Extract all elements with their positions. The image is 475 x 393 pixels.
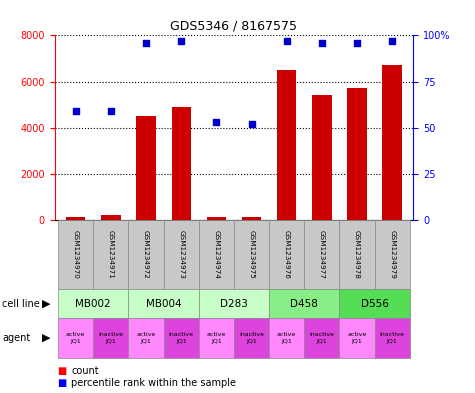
Bar [171,107,191,220]
Text: agent: agent [2,333,30,343]
Bar [304,318,340,358]
Point [212,119,220,125]
Bar [242,217,261,220]
Point [107,108,114,114]
Bar [199,318,234,358]
Bar [128,289,199,318]
Text: ■: ■ [57,365,66,376]
Text: D556: D556 [361,299,389,309]
Bar [207,217,226,220]
Text: count: count [71,365,99,376]
Text: GSM1234976: GSM1234976 [284,230,290,279]
Text: D458: D458 [290,299,318,309]
Bar [128,220,163,289]
Text: ▶: ▶ [42,333,51,343]
Title: GDS5346 / 8167575: GDS5346 / 8167575 [171,20,297,33]
Bar [163,220,199,289]
Text: inactive
JQ1: inactive JQ1 [380,332,405,343]
Text: inactive
JQ1: inactive JQ1 [98,332,124,343]
Bar [136,116,156,220]
Bar [340,220,375,289]
Bar [58,318,93,358]
Text: GSM1234977: GSM1234977 [319,230,325,279]
Bar [340,318,375,358]
Bar [340,289,410,318]
Text: GSM1234971: GSM1234971 [108,230,114,279]
Text: GSM1234970: GSM1234970 [73,230,79,279]
Text: inactive
JQ1: inactive JQ1 [239,332,264,343]
Bar [269,318,304,358]
Bar [101,215,121,220]
Bar [269,220,304,289]
Bar [382,65,402,220]
Text: percentile rank within the sample: percentile rank within the sample [71,378,236,388]
Bar [128,318,163,358]
Text: inactive
JQ1: inactive JQ1 [169,332,194,343]
Bar [199,220,234,289]
Text: GSM1234979: GSM1234979 [389,230,395,279]
Point [318,40,326,46]
Point [353,40,361,46]
Text: ■: ■ [57,378,66,388]
Bar [304,220,340,289]
Bar [277,70,296,220]
Point [248,121,256,127]
Text: active
JQ1: active JQ1 [136,332,156,343]
Text: MB002: MB002 [76,299,111,309]
Bar [199,289,269,318]
Point [283,38,291,44]
Text: GSM1234972: GSM1234972 [143,230,149,279]
Point [389,38,396,44]
Text: active
JQ1: active JQ1 [207,332,226,343]
Text: GSM1234975: GSM1234975 [248,230,255,279]
Bar [375,220,410,289]
Text: ▶: ▶ [42,299,51,309]
Point [72,108,79,114]
Bar [347,88,367,220]
Text: MB004: MB004 [146,299,181,309]
Text: active
JQ1: active JQ1 [347,332,367,343]
Text: GSM1234978: GSM1234978 [354,230,360,279]
Text: cell line: cell line [2,299,40,309]
Bar [312,95,332,220]
Bar [58,289,128,318]
Point [177,38,185,44]
Text: active
JQ1: active JQ1 [66,332,86,343]
Text: GSM1234973: GSM1234973 [178,230,184,279]
Bar [58,220,93,289]
Bar [375,318,410,358]
Bar [66,217,86,220]
Text: inactive
JQ1: inactive JQ1 [309,332,334,343]
Bar [93,318,128,358]
Bar [234,220,269,289]
Point [142,40,150,46]
Bar [93,220,128,289]
Text: active
JQ1: active JQ1 [277,332,296,343]
Text: GSM1234974: GSM1234974 [213,230,219,279]
Bar [269,289,340,318]
Text: D283: D283 [220,299,248,309]
Bar [163,318,199,358]
Bar [234,318,269,358]
